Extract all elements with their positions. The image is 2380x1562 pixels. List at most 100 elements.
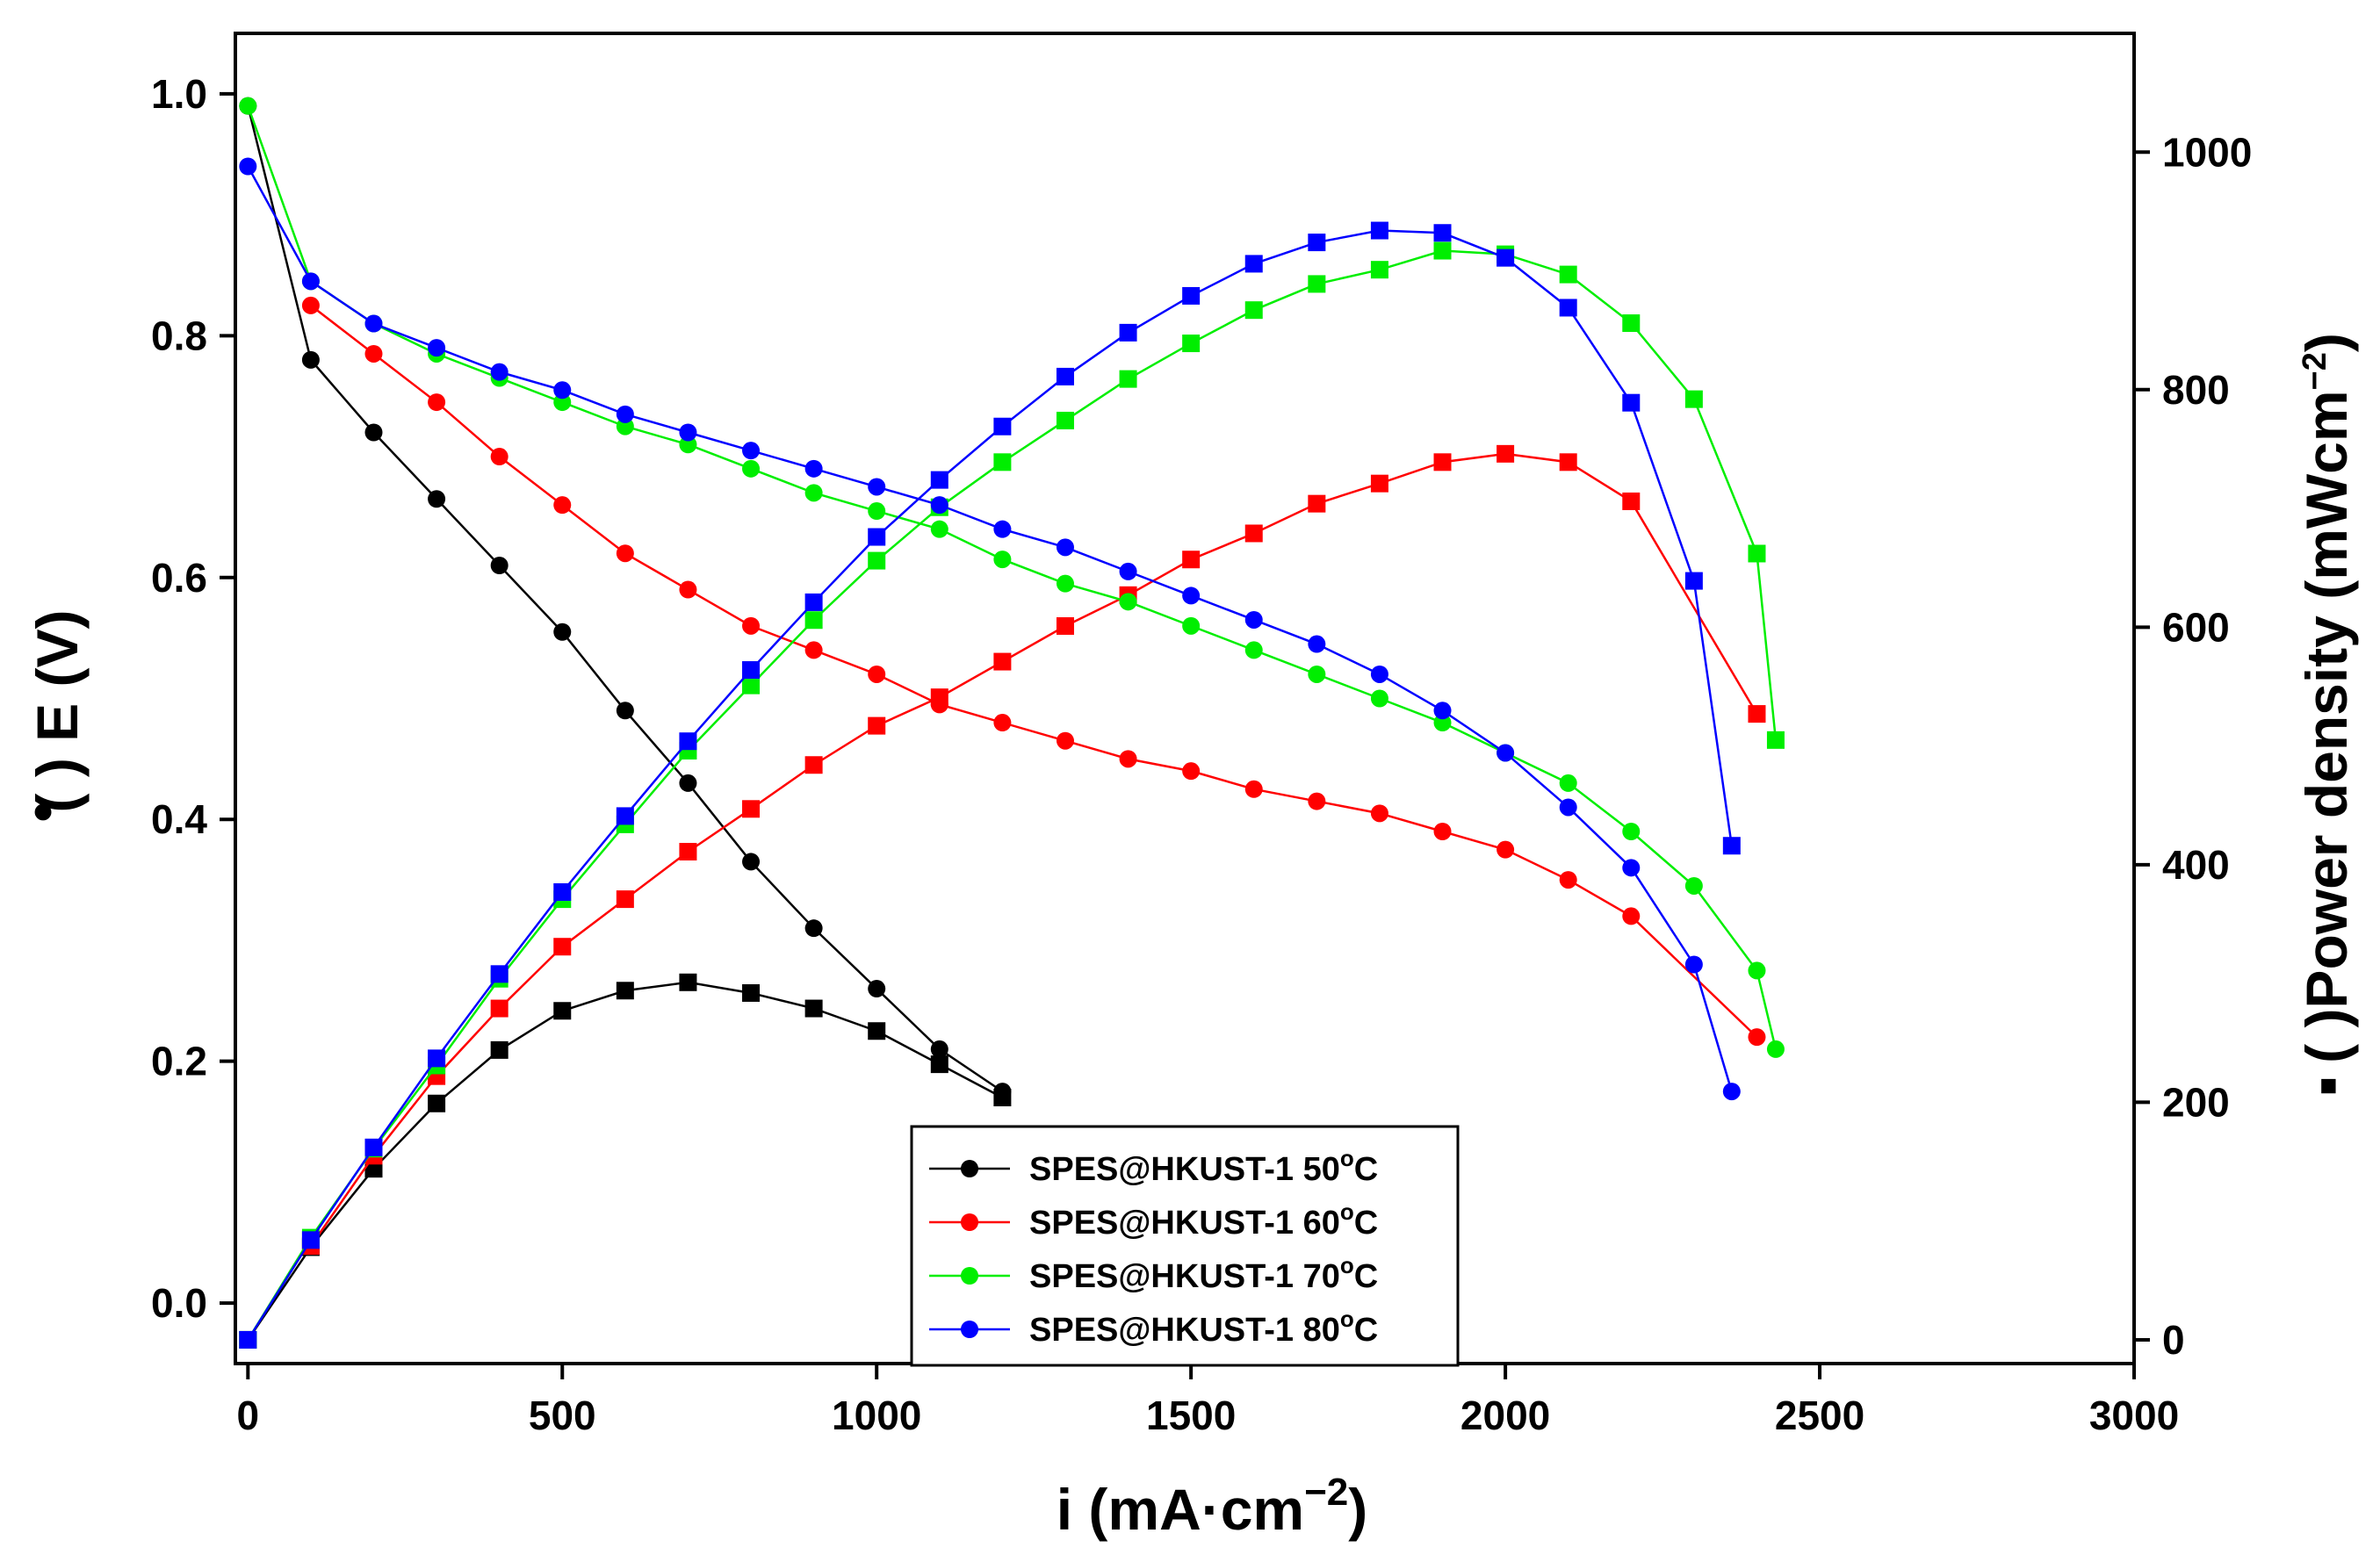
series-3-voltage-point-10 [868,478,886,496]
series-1-voltage-point-0 [301,296,320,314]
series-3-voltage-point-6 [616,405,634,423]
y-tick-label-0.8: 0.8 [151,313,207,358]
series-2-voltage-point-12 [993,551,1012,569]
series-3-power-point-18 [1370,221,1388,240]
x-axis-title: i (mA·cm−2) [1057,1471,1368,1542]
series-1-voltage-point-3 [490,448,508,466]
series-1 [301,296,1766,1256]
series-2-voltage-point-18 [1370,689,1388,708]
series-1-voltage-point-12 [1056,731,1074,750]
series-3-power-point-20 [1497,248,1515,267]
series-1-power-point-8 [804,756,823,774]
series-2-power-point-8 [742,676,761,695]
series-3-voltage-point-22 [1622,859,1641,877]
series-3-voltage-point-16 [1244,610,1263,629]
series-1-voltage-point-20 [1559,871,1577,889]
series-1-voltage-point-7 [742,616,761,635]
series-2-voltage-point-11 [930,520,948,538]
series-3 [239,157,1741,1349]
x-tick-label-500: 500 [529,1393,596,1438]
series-0-voltage-point-10 [868,980,886,998]
series-1-power-point-15 [1244,524,1263,543]
series-2-power-point-18 [1370,261,1388,279]
series-3-power-point-21 [1559,299,1577,317]
legend-label-0: SPES@HKUST-1 50oC [1029,1145,1378,1188]
y2-tick-label-400: 400 [2162,842,2230,888]
series-layer [239,97,1785,1349]
series-2-voltage-point-17 [1308,665,1326,683]
series-2-voltage-point-21 [1559,774,1577,792]
series-3-power-point-7 [679,732,697,751]
series-2-voltage-point-6 [616,417,634,435]
series-0-voltage-point-11 [930,1040,948,1058]
series-0-voltage-point-7 [679,774,697,792]
series-1-voltage-point-19 [1497,840,1515,859]
series-1-power-point-3 [490,999,508,1018]
series-2-power-point-19 [1433,241,1452,260]
series-1-power-point-10 [930,688,948,707]
series-3-power-point-19 [1433,224,1452,242]
series-2-power-point-24 [1748,544,1766,563]
series-1-power-point-7 [742,800,761,818]
series-2-power-point-25 [1766,731,1785,749]
series-2-voltage-line [247,105,1778,1050]
series-0-power-point-3 [428,1094,446,1112]
series-1-power-point-6 [679,842,697,860]
series-1-voltage-point-14 [1182,762,1201,781]
series-2-voltage-point-10 [868,502,886,521]
series-1-voltage-point-13 [1119,750,1137,768]
series-2-voltage-point-5 [553,393,572,412]
series-3-power-point-5 [553,882,572,901]
series-2-voltage-point-25 [1766,1040,1785,1058]
series-2-power-point-12 [993,453,1012,471]
series-1-voltage-point-2 [428,393,446,412]
series-3-power-point-22 [1622,393,1641,412]
series-3-power-point-15 [1182,286,1201,305]
y-axis-title-marker: • [10,802,75,822]
series-3-power-point-14 [1119,323,1137,342]
x-tick-label-3000: 3000 [2089,1393,2179,1438]
series-2-voltage-point-15 [1182,616,1201,635]
legend-items: SPES@HKUST-1 50oC SPES@HKUST-1 60oC SPES@H… [929,1145,1378,1349]
series-3-power-point-23 [1684,572,1703,590]
series-0-power-point-12 [993,1089,1012,1106]
legend-item-1: SPES@HKUST-1 60oC [929,1198,1378,1242]
series-0-voltage-point-6 [616,702,634,720]
series-1-power-point-14 [1182,551,1201,569]
series-2-voltage-point-14 [1119,593,1137,611]
series-2-power-point-23 [1684,390,1703,408]
series-3-voltage-point-7 [679,423,697,442]
y-axis-title: ( ) E (V) [25,610,90,813]
series-3-voltage-point-18 [1370,665,1388,683]
series-2-voltage-point-23 [1684,876,1703,895]
x-tick-label-2500: 2500 [1775,1393,1864,1438]
series-2-power-point-17 [1308,275,1326,293]
series-1-power-point-21 [1622,492,1641,510]
series-3-power-point-17 [1308,234,1326,252]
series-2-voltage-point-16 [1244,641,1263,659]
series-0-power-point-4 [490,1040,508,1059]
series-3-voltage-point-15 [1182,587,1201,605]
legend-swatch-marker-0 [961,1160,978,1177]
series-0-voltage-point-1 [301,350,320,369]
x-tick-label-1000: 1000 [832,1393,921,1438]
legend-label-1: SPES@HKUST-1 60oC [1029,1198,1378,1242]
series-2-power-point-15 [1182,335,1201,353]
series-0-power-point-6 [616,982,634,1000]
series-2-power-point-21 [1559,265,1577,284]
series-1-power-point-20 [1559,453,1577,471]
legend-box [910,1125,1460,1367]
series-0-power-point-10 [868,1022,886,1040]
series-3-power-point-24 [1722,837,1741,855]
legend-label-3: SPES@HKUST-1 80oC [1029,1306,1378,1349]
legend-swatch-marker-1 [961,1213,978,1231]
series-3-voltage-point-11 [930,496,948,515]
series-3-power-point-4 [490,965,508,983]
legend-label-2: SPES@HKUST-1 70oC [1029,1252,1378,1295]
series-1-power-point-4 [553,938,572,956]
series-1-power-point-9 [868,716,886,735]
series-3-voltage-point-19 [1433,702,1452,720]
series-1-voltage-point-21 [1622,907,1641,925]
series-3-power-point-1 [301,1231,320,1249]
